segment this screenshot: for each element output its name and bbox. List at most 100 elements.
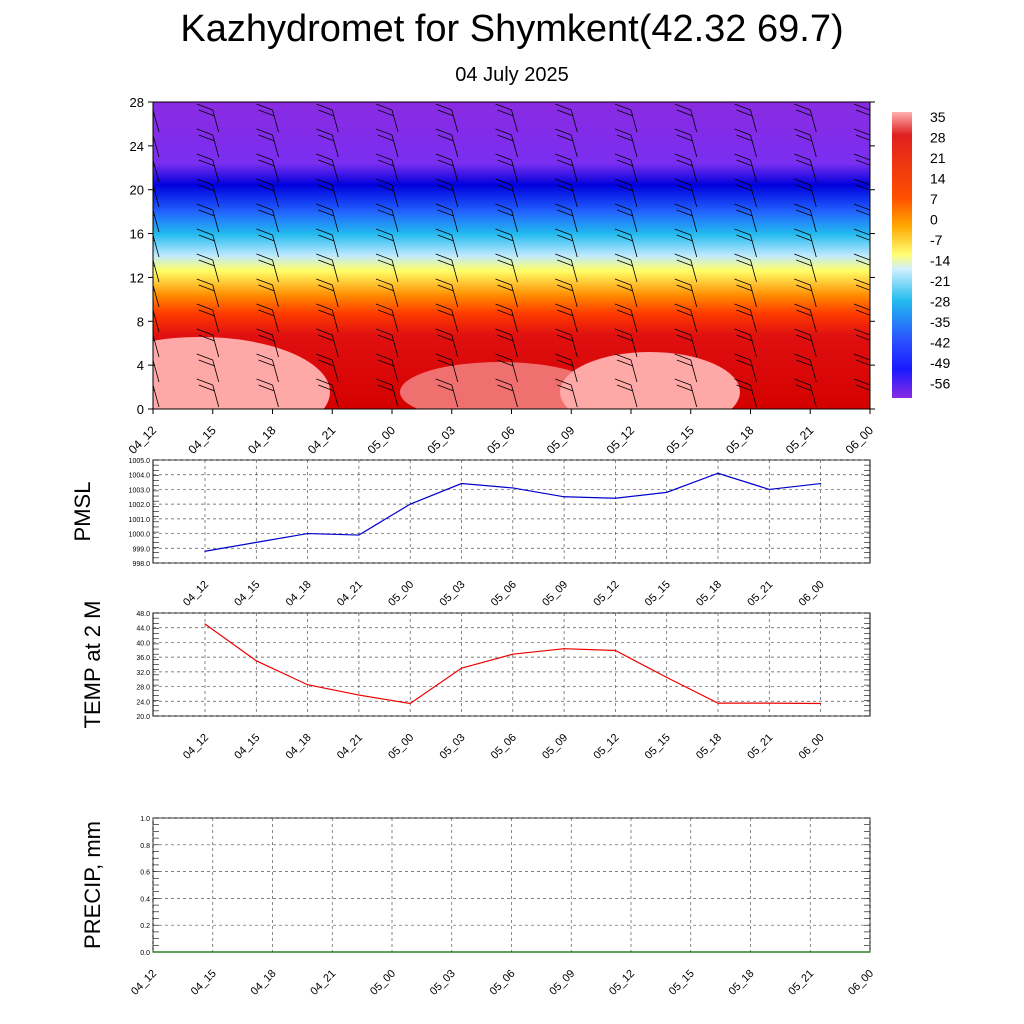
- wind-barb: [435, 228, 459, 258]
- wind-barb: [734, 328, 757, 358]
- wind-barb: [734, 378, 757, 408]
- data-point: [212, 951, 214, 953]
- data-point: [510, 951, 513, 953]
- wind-barb: [614, 328, 638, 358]
- data-point: [307, 684, 309, 686]
- x-tick-label: 06_00: [843, 423, 877, 457]
- data-point: [307, 532, 309, 535]
- wind-barb: [674, 203, 698, 233]
- data-point: [717, 702, 719, 704]
- wind-barb: [853, 153, 870, 166]
- wind-barb: [256, 178, 279, 208]
- y-tick-label: 44.0: [136, 626, 150, 633]
- y-tick-label: 40.0: [136, 640, 150, 647]
- wind-barb: [794, 178, 817, 208]
- data-point: [451, 951, 453, 953]
- wind-barb: [256, 328, 279, 358]
- wind-barb: [853, 328, 870, 341]
- wind-barb: [614, 178, 638, 208]
- wind-barb: [316, 103, 339, 133]
- x-tick-label: 05_15: [667, 968, 697, 998]
- x-tick-label: 04_21: [308, 968, 338, 998]
- data-point: [409, 503, 411, 505]
- x-tick-label: 04_12: [126, 423, 160, 457]
- wind-barb: [316, 203, 339, 233]
- wind-barb: [153, 109, 160, 133]
- wind-barb: [853, 128, 870, 141]
- hot-zone: [153, 337, 330, 409]
- x-tick-label: 05_03: [428, 968, 458, 998]
- wind-barb: [495, 203, 518, 233]
- wind-barb: [495, 353, 518, 383]
- x-tick-label: 05_12: [607, 968, 637, 998]
- wind-barb: [674, 378, 698, 408]
- x-tick-label: 05_03: [438, 732, 468, 762]
- wind-barb: [794, 228, 817, 258]
- x-tick-label: 04_15: [189, 968, 219, 998]
- data-point: [630, 951, 632, 953]
- wind-barb: [316, 253, 339, 283]
- y-tick-label: 999.0: [132, 546, 150, 553]
- wind-barb: [256, 128, 279, 158]
- wind-barb: [196, 228, 220, 258]
- wind-barb: [495, 103, 518, 133]
- y-axis-label: PRECIP, mm: [80, 821, 105, 949]
- data-point: [820, 702, 822, 705]
- y-tick-label: 1003.0: [129, 487, 151, 494]
- colorbar-label: -56: [930, 376, 950, 392]
- wind-barb: [853, 103, 870, 116]
- wind-barb: [435, 253, 459, 283]
- data-point: [204, 550, 206, 552]
- wind-barb: [674, 278, 698, 308]
- wind-barb: [495, 178, 518, 208]
- y-tick-label: 0.8: [140, 843, 150, 850]
- colorbar-label: -42: [930, 335, 950, 351]
- wind-barb: [153, 359, 160, 383]
- x-tick-label: 05_18: [694, 579, 724, 609]
- wind-barb: [853, 353, 870, 366]
- y-tick-label: 36.0: [136, 655, 150, 662]
- wind-barb: [734, 353, 757, 383]
- wind-barb: [375, 103, 399, 133]
- wind-barb: [734, 278, 757, 308]
- y-tick-label: 1002.0: [129, 502, 151, 509]
- x-tick-label: 05_12: [604, 423, 638, 457]
- wind-barb: [734, 228, 757, 258]
- plot-frame: [152, 612, 871, 717]
- x-tick-label: 04_12: [181, 732, 211, 762]
- wind-barb: [196, 303, 220, 333]
- wind-barb: [674, 328, 698, 358]
- x-tick-label: 04_21: [335, 732, 365, 762]
- wind-barb: [256, 103, 279, 133]
- data-point: [409, 702, 411, 705]
- x-tick-label: 04_12: [181, 579, 211, 609]
- wind-barb: [153, 209, 160, 233]
- plot-frame: [152, 459, 871, 564]
- y-tick-label: 0.4: [140, 896, 150, 903]
- wind-barb: [435, 278, 459, 308]
- x-tick-label: 05_06: [489, 579, 519, 609]
- x-tick-label: 05_18: [694, 732, 724, 762]
- wind-barb: [794, 378, 817, 408]
- wind-barb: [316, 278, 339, 308]
- y-tick-label: 8: [137, 314, 144, 329]
- wind-barb: [256, 278, 279, 308]
- wind-barb: [316, 328, 339, 358]
- wind-barb: [734, 253, 757, 283]
- data-point: [666, 491, 668, 493]
- wind-barb: [316, 353, 339, 383]
- x-tick-label: 05_00: [368, 968, 398, 998]
- wind-barb: [674, 178, 698, 208]
- wind-barb: [196, 353, 220, 383]
- wind-barb: [375, 178, 399, 208]
- wind-barb: [614, 203, 638, 233]
- colorbar-label: -35: [930, 314, 950, 330]
- x-tick-label: 04_18: [284, 579, 314, 609]
- colorbar-label: 35: [930, 109, 946, 125]
- wind-barb: [153, 184, 160, 208]
- x-tick-label: 05_18: [727, 968, 757, 998]
- y-axis-label: PMSL: [70, 482, 95, 542]
- wind-barb: [614, 278, 638, 308]
- wind-barb: [256, 303, 279, 333]
- wind-barb: [555, 353, 578, 383]
